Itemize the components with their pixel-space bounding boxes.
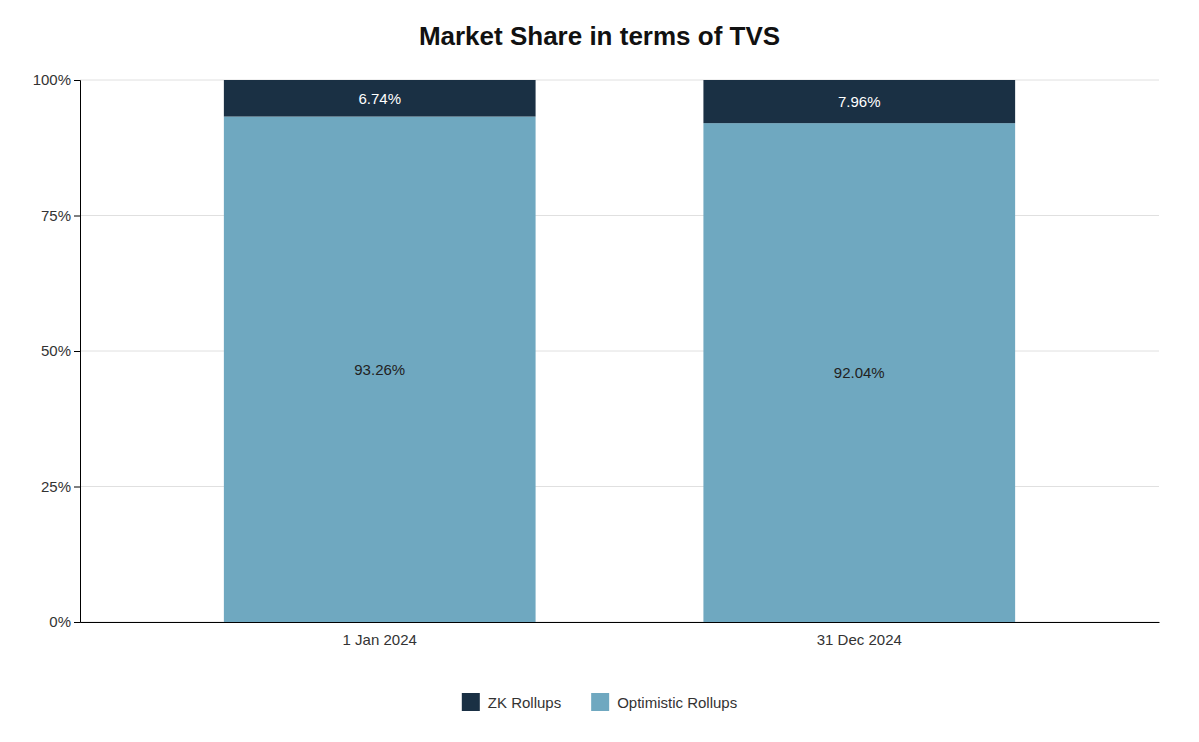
data-label: 93.26% — [354, 361, 405, 378]
y-tick-label: 50% — [41, 342, 71, 359]
bar — [224, 80, 536, 117]
x-tick: 1 Jan 2024 — [343, 631, 417, 648]
y-tick-label: 100% — [33, 71, 71, 88]
chart-svg: 1 Jan 2024 31 Dec 2024 0% 25% 50% 75% 100% 93.2… — [0, 0, 1199, 742]
legend: ZK Rollups Optimistic Rollups — [462, 693, 737, 711]
bar — [224, 117, 536, 622]
y-tick-mark — [74, 622, 80, 623]
y-tick: 0% — [49, 613, 80, 630]
y-tick: 25% — [41, 478, 80, 495]
x-tick-label: 31 Dec 2024 — [817, 631, 902, 648]
data-label: 6.74% — [358, 90, 401, 107]
y-tick-mark — [74, 487, 80, 488]
legend-label: ZK Rollups — [488, 694, 561, 711]
plot-area: 1 Jan 2024 31 Dec 2024 0% 25% 50% 75% 100% 93.2… — [33, 71, 1160, 647]
legend-swatch — [591, 693, 609, 711]
y-tick: 100% — [33, 71, 80, 88]
y-tick-label: 75% — [41, 207, 71, 224]
bar-series — [224, 80, 1015, 123]
x-axis-line — [81, 622, 1160, 623]
data-label: 92.04% — [834, 364, 885, 381]
bars — [224, 80, 1015, 622]
title: Market Share in terms of TVS — [419, 21, 780, 51]
y-tick-mark — [74, 351, 80, 352]
x-tick: 31 Dec 2024 — [817, 631, 902, 648]
legend-item: ZK Rollups — [462, 693, 561, 711]
y-tick: 50% — [41, 342, 80, 359]
legend-item: Optimistic Rollups — [591, 693, 737, 711]
x-axis: 1 Jan 2024 31 Dec 2024 — [81, 623, 1160, 648]
y-tick-mark — [74, 80, 80, 81]
data-label: 7.96% — [838, 93, 881, 110]
chart-container: 1 Jan 2024 31 Dec 2024 0% 25% 50% 75% 100% 93.2… — [0, 0, 1199, 742]
legend-swatch — [462, 693, 480, 711]
bar-series — [224, 117, 1015, 622]
y-axis-line — [74, 81, 81, 623]
bar — [703, 123, 1015, 622]
y-tick: 75% — [41, 207, 80, 224]
bar — [703, 80, 1015, 123]
y-tick-label: 0% — [49, 613, 71, 630]
legend-label: Optimistic Rollups — [617, 694, 737, 711]
y-tick-mark — [74, 216, 80, 217]
y-tick-label: 25% — [41, 478, 71, 495]
y-axis: 0% 25% 50% 75% 100% — [33, 71, 81, 630]
data-labels: 93.26% 92.04% 6.74% 7.96% — [354, 90, 884, 381]
grid — [80, 80, 1159, 622]
x-tick-label: 1 Jan 2024 — [343, 631, 417, 648]
